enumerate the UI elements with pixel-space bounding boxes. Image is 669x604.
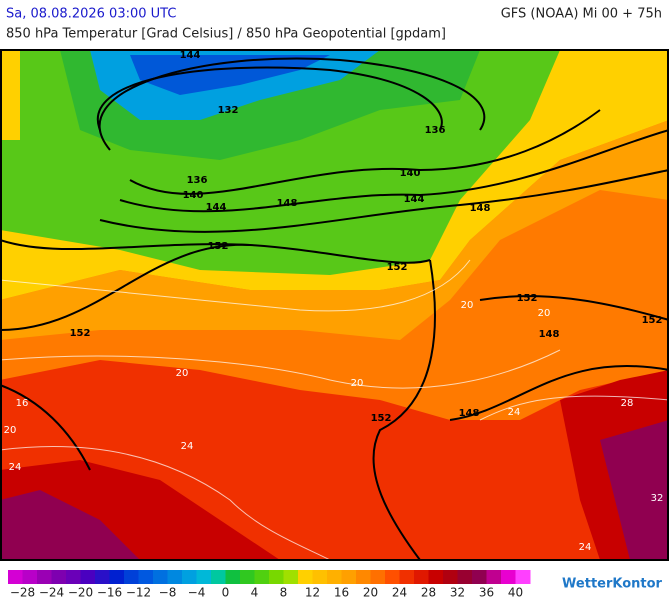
temperature-label: 20 [4,425,17,436]
temperature-label: 24 [579,542,592,553]
geopotential-label: 136 [425,125,446,136]
colorbar-swatch [385,570,400,584]
temperature-label: 32 [651,493,664,504]
colorbar-swatch [341,570,357,584]
colorbar-swatch [153,570,168,584]
colorbar-swatch [327,570,342,584]
temperature-label: 16 [16,398,29,409]
geopotential-label: 140 [400,168,421,179]
colorbar-swatch [167,570,183,584]
colorbar-swatch [457,570,473,584]
colorbar-swatch [240,570,255,584]
colorbar-swatch [124,570,139,584]
colorbar-label: −24 [39,586,64,600]
colorbar-label: 0 [222,586,230,600]
colorbar-swatch [399,570,415,584]
temperature-label: 28 [621,398,634,409]
geopotential-label: 148 [539,329,560,340]
geopotential-label: 152 [387,262,408,273]
colorbar-swatch [51,570,67,584]
colorbar-label: −12 [126,586,151,600]
datetime: Sa, 08.08.2026 03:00 UTC [6,7,176,22]
temperature-label: 20 [176,368,189,379]
geopotential-label: 136 [187,175,208,186]
colorbar-label: −8 [159,586,177,600]
colorbar-swatch [211,570,226,584]
colorbar-label: 36 [479,586,494,600]
colorbar-swatch [486,570,502,584]
colorbar-label: 32 [450,586,465,600]
colorbar-swatch [22,570,38,584]
colorbar-swatch [254,570,270,584]
geopotential-label: 152 [70,328,91,339]
colorbar-swatch [196,570,212,584]
geopotential-label: 152 [517,293,538,304]
colorbar-label: 40 [508,586,523,600]
colorbar-swatch [182,570,197,584]
geopotential-label: 144 [180,50,201,61]
colorbar-swatch [428,570,444,584]
colorbar-swatch [501,570,516,584]
colorbar-label: 24 [392,586,407,600]
geopotential-label: 152 [371,413,392,424]
colorbar-swatch [414,570,429,584]
colorbar: −28 −24 −20 −16 −12 −8 −4 0 4 8 12 16 20 24 28 32 36 40 [8,570,531,600]
temperature-label: 24 [9,462,22,473]
geopotential-label: 148 [470,203,491,214]
geopotential-label: 148 [459,408,480,419]
colorbar-swatch [109,570,125,584]
colorbar-swatch [66,570,81,584]
colorbar-label: 20 [363,586,378,600]
temperature-label: 20 [461,300,474,311]
colorbar-label: −4 [188,586,206,600]
colorbar-swatch [8,570,23,584]
geopotential-label: 140 [183,190,204,201]
map-title: 850 hPa Temperatur [Grad Celsius] / 850 … [6,27,446,42]
geopotential-label: 144 [206,202,227,213]
temperature-label: 24 [181,441,194,452]
geopotential-label: 132 [218,105,239,116]
colorbar-swatch [472,570,487,584]
colorbar-swatch [225,570,241,584]
colorbar-swatch [443,570,458,584]
colorbar-label: 16 [334,586,349,600]
geopotential-label: 148 [277,198,298,209]
colorbar-swatch [80,570,96,584]
colorbar-swatch [370,570,386,584]
colorbar-swatch [356,570,371,584]
logo: WetterKontor [562,577,663,592]
colorbar-swatch [515,570,531,584]
colorbar-label: −28 [10,586,35,600]
colorbar-swatch [138,570,154,584]
colorbar-label: −20 [68,586,93,600]
colorbar-label: 8 [280,586,288,600]
colorbar-label: 28 [421,586,436,600]
temperature-label: 24 [508,407,521,418]
colorbar-swatch [269,570,284,584]
colorbar-swatch [283,570,299,584]
colorbar-swatch [298,570,313,584]
colorbar-swatch [37,570,52,584]
geopotential-label: 152 [642,315,663,326]
colorbar-label: 12 [305,586,320,600]
colorbar-label: −16 [97,586,122,600]
temperature-label: 20 [351,378,364,389]
geopotential-label: 144 [404,194,425,205]
colorbar-label: 4 [251,586,259,600]
geopotential-label: 152 [208,241,229,252]
model-run: GFS (NOAA) Mi 00 + 75h [501,7,662,22]
colorbar-swatch [95,570,110,584]
temperature-label: 20 [538,308,551,319]
colorbar-swatch [312,570,328,584]
